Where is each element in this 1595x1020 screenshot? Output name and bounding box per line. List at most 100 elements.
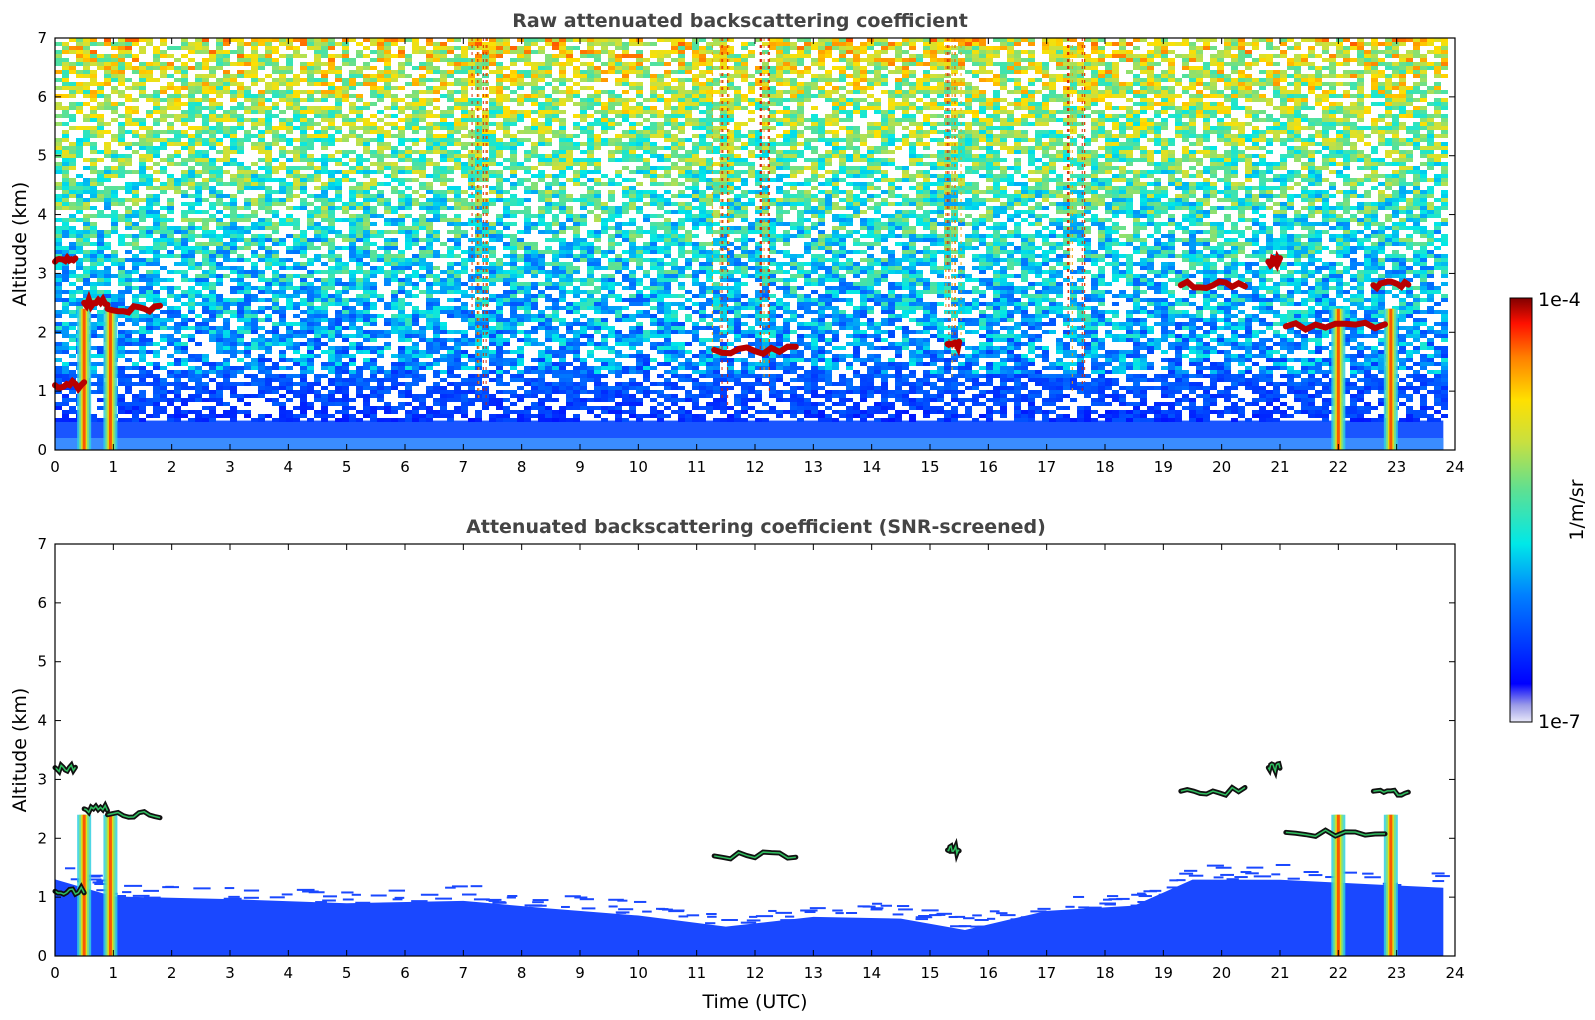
p1-noise-cell [1420, 162, 1427, 166]
p1-noise-cell [328, 58, 335, 62]
p1-noise-cell [482, 54, 489, 58]
p1-noise-cell [104, 74, 111, 78]
p1-noise-cell [1021, 122, 1028, 126]
p1-noise-cell [223, 86, 230, 90]
p1-noise-cell [1406, 170, 1413, 174]
p1-noise-cell [1140, 126, 1147, 130]
p1-noise-cell [860, 66, 867, 70]
p1-noise-cell [307, 62, 314, 66]
p1-noise-cell [734, 70, 741, 74]
p1-noise-cell [1294, 70, 1301, 74]
p1-noise-cell [153, 106, 160, 110]
p1-noise-cell [244, 74, 251, 78]
p1-noise-cell [545, 54, 552, 58]
p1-noise-cell [587, 66, 594, 70]
p1-noise-cell [461, 70, 468, 74]
p1-noise-cell [1133, 178, 1140, 182]
p1-noise-cell [90, 106, 97, 110]
p1-noise-cell [699, 98, 706, 102]
p1-noise-cell [195, 174, 202, 178]
p1-noise-cell [1077, 62, 1084, 66]
p1-noise-cell [1238, 74, 1245, 78]
p1-noise-cell [1196, 158, 1203, 162]
p1-noise-cell [923, 46, 930, 50]
p1-noise-cell [1287, 114, 1294, 118]
p1-noise-cell [517, 78, 524, 82]
p1-noise-cell [1196, 58, 1203, 62]
p1-noise-cell [272, 86, 279, 90]
p1-noise-cell [496, 74, 503, 78]
p1-noise-cell [671, 86, 678, 90]
p1-noise-cell [923, 74, 930, 78]
p1-noise-cell [643, 70, 650, 74]
p1-noise-cell [1413, 114, 1420, 118]
p1-noise-cell [1441, 98, 1448, 102]
p1-noise-cell [1014, 70, 1021, 74]
p1-noise-cell [685, 62, 692, 66]
p1-noise-cell [1378, 134, 1385, 138]
p1-noise-cell [223, 110, 230, 114]
p1-noise-cell [1315, 42, 1322, 46]
p1-noise-cell [1049, 146, 1056, 150]
p1-noise-cell [398, 74, 405, 78]
p1-noise-cell [531, 150, 538, 154]
p1-noise-cell [510, 78, 517, 82]
p1-noise-cell [580, 126, 587, 130]
p1-noise-cell [1259, 110, 1266, 114]
p1-noise-cell [979, 138, 986, 142]
p1-noise-cell [69, 150, 76, 154]
p1-noise-cell [727, 118, 734, 122]
p1-noise-cell [727, 174, 734, 178]
p1-noise-cell [615, 42, 622, 46]
p1-noise-cell [1371, 174, 1378, 178]
p1-noise-cell [916, 106, 923, 110]
p1-noise-cell [993, 54, 1000, 58]
p1-noise-cell [1126, 122, 1133, 126]
p1-noise-cell [790, 58, 797, 62]
p1-noise-cell [118, 122, 125, 126]
p1-noise-cell [965, 170, 972, 174]
p1-noise-cell [769, 114, 776, 118]
p1-noise-cell [1308, 134, 1315, 138]
p1-noise-cell [279, 98, 286, 102]
p1-noise-cell [594, 146, 601, 150]
p1-noise-cell [76, 50, 83, 54]
p1-noise-cell [874, 146, 881, 150]
p1-noise-cell [1014, 62, 1021, 66]
p1-noise-cell [1329, 114, 1336, 118]
p1-noise-cell [1000, 62, 1007, 66]
p1-noise-cell [741, 170, 748, 174]
p1-noise-cell [181, 54, 188, 58]
p1-noise-cell [1231, 158, 1238, 162]
p1-noise-cell [1000, 66, 1007, 70]
p1-noise-cell [881, 162, 888, 166]
p1-noise-cell [153, 46, 160, 50]
p1-noise-cell [1434, 122, 1441, 126]
p1-noise-cell [1350, 58, 1357, 62]
p1-noise-cell [1000, 134, 1007, 138]
p1-noise-cell [1028, 54, 1035, 58]
p1-noise-cell [1266, 98, 1273, 102]
p1-noise-cell [132, 134, 139, 138]
p1-noise-cell [370, 130, 377, 134]
p1-noise-cell [937, 166, 944, 170]
p1-noise-cell [209, 58, 216, 62]
p1-noise-cell [587, 134, 594, 138]
p1-noise-cell [650, 114, 657, 118]
p1-noise-cell [97, 90, 104, 94]
p1-noise-cell [1063, 106, 1070, 110]
p1-noise-cell [839, 38, 846, 42]
p1-noise-cell [461, 110, 468, 114]
p1-noise-cell [1133, 118, 1140, 122]
p1-noise-cell [1378, 62, 1385, 66]
p1-noise-cell [510, 162, 517, 166]
p1-noise-cell [559, 90, 566, 94]
p1-noise-cell [1007, 174, 1014, 178]
p1-noise-cell [636, 74, 643, 78]
p1-noise-cell [265, 126, 272, 130]
p1-noise-cell [629, 42, 636, 46]
p1-noise-cell [881, 146, 888, 150]
p1-noise-cell [503, 98, 510, 102]
p1-noise-cell [909, 70, 916, 74]
p1-noise-cell [1105, 90, 1112, 94]
